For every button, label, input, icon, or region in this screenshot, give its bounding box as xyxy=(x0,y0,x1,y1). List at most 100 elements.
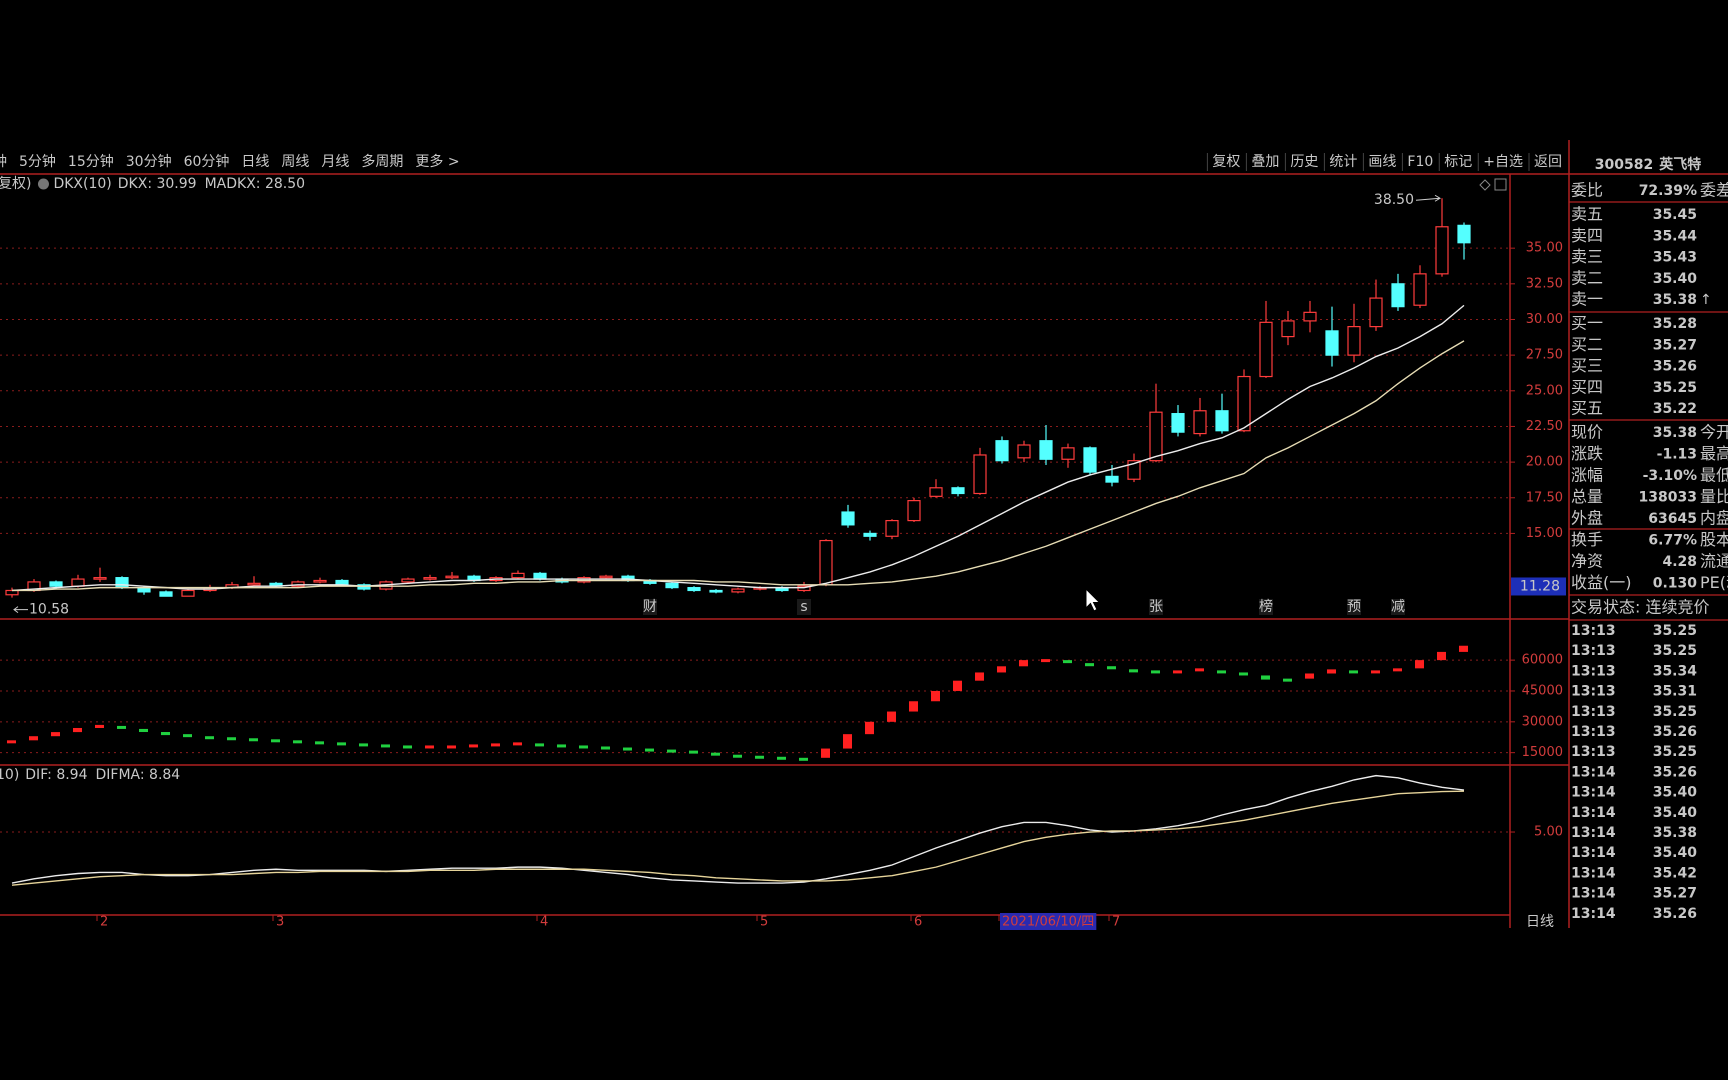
tool-button[interactable]: 返回 xyxy=(1534,154,1562,170)
indicator-dash xyxy=(1239,672,1248,676)
period-tab[interactable]: 15分钟 xyxy=(68,153,114,170)
event-marker-bg xyxy=(1347,599,1361,615)
indicator-dash xyxy=(953,680,962,691)
tool-button[interactable]: 统计 xyxy=(1329,154,1357,170)
indicator-dash xyxy=(73,727,82,733)
indicator-dash xyxy=(909,701,918,712)
trade-time: 13:14 xyxy=(1571,825,1616,841)
indicator-dash xyxy=(7,740,16,744)
icon-diamond[interactable] xyxy=(1479,179,1491,191)
candle-body xyxy=(819,539,833,586)
tool-button[interactable]: F10 xyxy=(1407,154,1433,170)
trade-time: 13:13 xyxy=(1571,744,1616,760)
indicator-dash xyxy=(249,738,258,742)
y-tick-label: 45000 xyxy=(1522,683,1563,698)
trade-time: 13:14 xyxy=(1571,845,1616,861)
candle-body xyxy=(357,584,371,590)
period-tab[interactable]: 多周期 xyxy=(361,153,403,170)
trade-time: 13:14 xyxy=(1571,764,1616,780)
tool-button[interactable]: 复权 xyxy=(1212,153,1240,170)
candle-body xyxy=(665,582,679,589)
indicator-dash xyxy=(1217,670,1226,674)
indicator-dash xyxy=(975,672,984,681)
event-marker[interactable]: 张 xyxy=(1149,599,1163,615)
quote-extra: 委差 xyxy=(1700,181,1728,200)
indicator-dash xyxy=(139,728,148,733)
indicator-dash xyxy=(777,756,786,760)
y-tick-label: 30.00 xyxy=(1526,312,1563,327)
candle-body xyxy=(1259,321,1273,378)
indicator-dash xyxy=(755,755,764,759)
indicator-icon[interactable] xyxy=(37,178,49,190)
period-tab[interactable]: 30分钟 xyxy=(126,153,172,170)
min-label: 10.58 xyxy=(29,602,69,618)
tool-button[interactable]: 叠加 xyxy=(1251,154,1279,170)
indicator-dash xyxy=(293,740,302,744)
event-marker-bg xyxy=(1149,599,1163,615)
event-marker[interactable]: s xyxy=(800,599,807,615)
quote-value: -3.10% xyxy=(1643,468,1697,484)
cursor-price-box xyxy=(1511,577,1566,596)
indicator-dash xyxy=(1393,668,1402,672)
event-marker[interactable]: 榜 xyxy=(1259,598,1273,615)
indicator-dash xyxy=(29,736,38,741)
indicator-dash xyxy=(1415,660,1424,669)
candle-body xyxy=(159,591,173,597)
trade-time: 13:14 xyxy=(1571,785,1616,801)
indicator-line xyxy=(11,790,1465,886)
trade-price: 35.40 xyxy=(1653,845,1698,861)
legend-prefix: 复权) xyxy=(0,175,31,192)
quote-value: 35.27 xyxy=(1653,337,1697,353)
period-tab[interactable]: 5分钟 xyxy=(19,153,56,170)
tool-button[interactable]: 画线 xyxy=(1368,154,1396,170)
candle-body xyxy=(1347,326,1361,356)
tool-button[interactable]: +自选 xyxy=(1483,154,1523,170)
period-tab[interactable]: 60分钟 xyxy=(184,153,230,170)
indicator-dash xyxy=(469,744,478,748)
period-tab[interactable]: 月线 xyxy=(321,154,349,170)
period-tab[interactable]: 周线 xyxy=(281,154,309,170)
period-tab[interactable]: 钟 xyxy=(0,153,7,170)
indicator-dash xyxy=(667,749,676,753)
quote-value: 35.38 xyxy=(1653,425,1697,441)
quote-label: 委比 xyxy=(1571,181,1603,200)
indicator-dash xyxy=(227,737,236,741)
indicator-dash xyxy=(931,690,940,702)
event-marker[interactable]: 减 xyxy=(1391,599,1405,615)
candle-body xyxy=(247,582,261,586)
legend-entry: DIFMA: 8.84 xyxy=(96,767,181,783)
indicator-dash xyxy=(865,721,874,735)
quote-label: 买五 xyxy=(1571,399,1603,418)
y-tick-label: 30000 xyxy=(1522,714,1563,729)
candle-body xyxy=(1325,330,1339,356)
indicator-dash xyxy=(1459,645,1468,652)
stock-name: 英飞特 xyxy=(1658,156,1701,173)
indicator-dash xyxy=(183,734,192,738)
quote-label: 卖五 xyxy=(1571,205,1603,224)
candle-body xyxy=(1127,460,1141,480)
quote-label: 换手 xyxy=(1571,530,1603,549)
quote-extra: 量比 xyxy=(1700,487,1728,506)
x-tick-label: 2021/06/10/四 xyxy=(1002,915,1094,930)
indicator-dash xyxy=(1063,660,1072,664)
indicator-dash xyxy=(579,745,588,749)
legend-prefix: 10) xyxy=(0,767,19,783)
candle-body xyxy=(929,487,943,497)
event-marker[interactable]: 预 xyxy=(1347,599,1361,615)
event-marker[interactable]: 财 xyxy=(643,599,657,615)
tool-button[interactable]: 历史 xyxy=(1290,154,1318,170)
candle-body xyxy=(841,511,855,526)
period-tab[interactable]: 更多 > xyxy=(415,153,459,170)
event-marker-bg xyxy=(797,599,811,615)
quote-value: 0.130 xyxy=(1653,576,1698,592)
trade-price: 35.25 xyxy=(1653,704,1697,720)
indicator-dash xyxy=(513,742,522,746)
period-tab[interactable]: 日线 xyxy=(241,154,269,170)
tool-button[interactable]: 标记 xyxy=(1444,154,1472,170)
trade-price: 35.26 xyxy=(1653,906,1697,922)
icon-window[interactable] xyxy=(1494,178,1507,191)
candle-body xyxy=(1083,447,1097,473)
candle-body xyxy=(907,500,921,522)
indicator-dash xyxy=(645,748,654,752)
